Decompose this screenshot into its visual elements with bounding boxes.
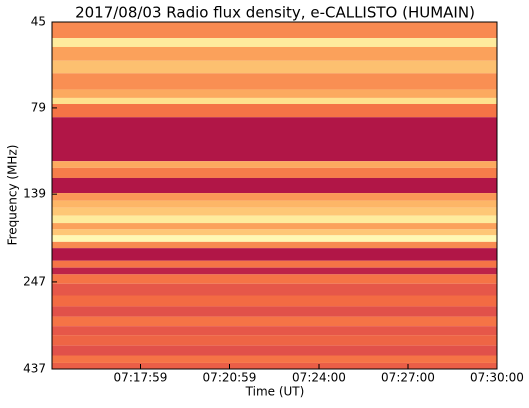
heat-cell — [52, 355, 497, 363]
heat-cell — [52, 295, 497, 307]
heat-cell — [52, 46, 497, 61]
heat-cell — [52, 97, 497, 104]
x-tick-label: 07:20:59 — [203, 371, 257, 385]
heat-cell — [52, 73, 497, 90]
heat-cell — [52, 235, 497, 242]
heat-cell — [52, 223, 497, 230]
heat-cell — [52, 260, 497, 268]
heat-cell — [52, 316, 497, 327]
heat-cell — [52, 207, 497, 216]
heat-cell — [52, 274, 497, 284]
x-tick-label: 07:30:00 — [470, 371, 524, 385]
heat-cell — [52, 38, 497, 47]
x-axis-label: Time (UT) — [245, 385, 305, 399]
heat-cell — [52, 161, 497, 168]
x-tick-label: 07:24:00 — [292, 371, 346, 385]
heat-cell — [52, 193, 497, 201]
y-tick-label: 139 — [23, 187, 46, 201]
plot-frame — [51, 21, 498, 370]
heat-cell — [52, 335, 497, 346]
heat-cell — [52, 167, 497, 178]
y-tick-label: 79 — [31, 100, 46, 114]
heat-cell — [52, 22, 497, 39]
heat-cell — [52, 200, 497, 208]
heat-cell — [52, 103, 497, 118]
y-tick-label: 247 — [23, 274, 46, 288]
x-tick-label: 07:27:00 — [381, 371, 435, 385]
heat-cell — [52, 345, 497, 356]
x-tick-label: 07:17:59 — [114, 371, 168, 385]
heat-cell — [52, 306, 497, 317]
heat-cell — [52, 229, 497, 236]
heat-cell — [52, 362, 497, 369]
heat-cell — [52, 177, 497, 194]
heat-cell — [52, 267, 497, 275]
y-tick-label: 45 — [31, 15, 46, 29]
y-axis-label: Frequency (MHz) — [6, 145, 20, 246]
chart-title: 2017/08/03 Radio flux density, e-CALLIST… — [75, 4, 475, 22]
heat-cell — [52, 60, 497, 74]
heat-cell — [52, 215, 497, 224]
heat-cell — [52, 248, 497, 261]
heat-cell — [52, 326, 497, 336]
heat-cell — [52, 117, 497, 162]
heat-cell — [52, 241, 497, 249]
heat-cell — [52, 283, 497, 296]
heat-cell — [52, 89, 497, 98]
y-tick-label: 437 — [23, 362, 46, 376]
